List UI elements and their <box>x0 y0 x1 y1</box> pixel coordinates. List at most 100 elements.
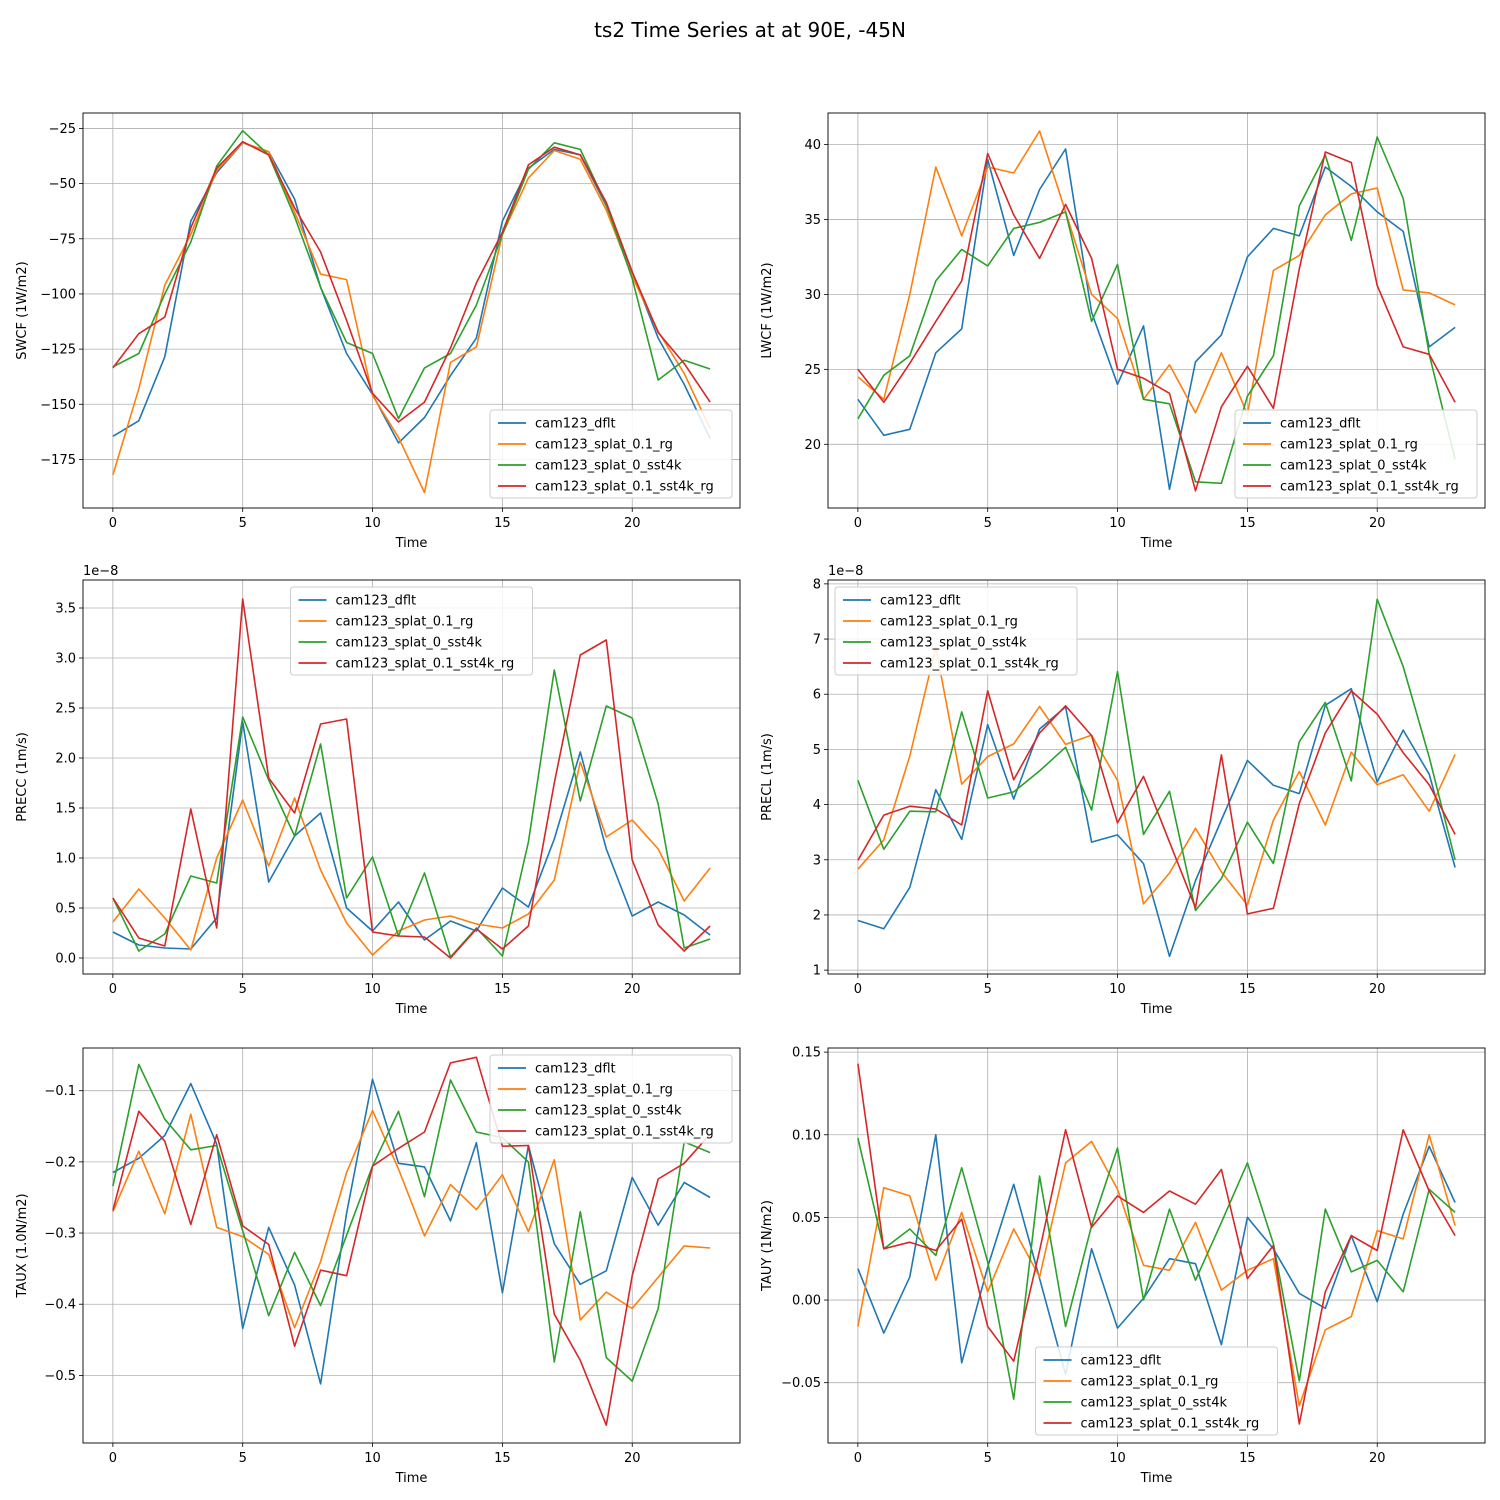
series-line <box>112 140 711 423</box>
x-tick-label: 5 <box>984 982 992 997</box>
y-tick-label: 1 <box>813 964 821 979</box>
x-tick-label: 15 <box>1239 516 1256 531</box>
legend-entry-label: cam123_splat_0_sst4k <box>880 636 1027 651</box>
x-tick-label: 0 <box>854 982 862 997</box>
series-line <box>857 151 1456 492</box>
legend-box <box>489 1054 733 1144</box>
legend-entry-label: cam123_splat_0.1_rg <box>1081 1375 1219 1390</box>
chart-panel: 0 5 10 15 20 −0.5 −0.4 −0.3 −0.2 −0.1 Time TAUX (1.… <box>15 1047 741 1486</box>
axes-frame <box>82 1047 741 1444</box>
series-line <box>857 1134 1456 1376</box>
series-line <box>857 646 1456 906</box>
legend-entry-label: cam123_splat_0.1_sst4k_rg <box>1280 480 1459 495</box>
y-axis-label: PRECC (1m/s) <box>15 732 30 822</box>
y-tick-label: −0.5 <box>44 1369 76 1384</box>
y-tick-label: 3 <box>813 853 821 868</box>
legend-entry-label: cam123_splat_0.1_rg <box>336 615 474 630</box>
legend-entry-label: cam123_dflt <box>535 417 616 432</box>
y-tick-label: 0.0 <box>55 952 76 967</box>
y-tick-label: 0.15 <box>792 1046 821 1061</box>
x-tick-label: 10 <box>364 1451 381 1466</box>
series-line <box>857 148 1456 491</box>
axis-offset-label: 1e−8 <box>83 564 118 579</box>
legend: cam123_dflt cam123_splat_0.1_rg cam123_spl… <box>489 1054 733 1144</box>
series-line <box>112 1056 711 1426</box>
y-axis-label: SWCF (1W/m2) <box>15 261 30 359</box>
legend-entry-label: cam123_dflt <box>1280 417 1361 432</box>
chart-panel: 0 5 10 15 20 0.0 0.5 1.0 1.5 2.0 2.5 3.0 3.5 Time PREC… <box>15 564 741 1017</box>
x-axis-label: Time <box>1140 1471 1173 1486</box>
legend-entry-label: cam123_dflt <box>880 594 961 609</box>
legend-entry-label: cam123_dflt <box>1081 1354 1162 1369</box>
x-tick-label: 0 <box>109 516 117 531</box>
y-tick-label: 2.5 <box>55 702 76 717</box>
y-tick-label: 0.05 <box>792 1211 821 1226</box>
x-axis-label: Time <box>395 536 428 551</box>
legend-entry-label: cam123_splat_0_sst4k <box>535 459 682 474</box>
x-tick-label: 0 <box>109 982 117 997</box>
x-tick-label: 20 <box>624 516 641 531</box>
x-tick-label: 20 <box>1369 1451 1386 1466</box>
y-tick-label: −75 <box>49 232 76 247</box>
axis-offset-label: 1e−8 <box>828 564 863 579</box>
y-tick-label: 2.0 <box>55 752 76 767</box>
x-tick-label: 5 <box>984 1451 992 1466</box>
y-tick-label: 1.5 <box>55 802 76 817</box>
y-tick-label: −25 <box>49 122 76 137</box>
y-tick-label: −0.1 <box>44 1084 76 1099</box>
chart-panel: 0 5 10 15 20 −0.05 0.00 0.05 0.10 0.15 Time TAUY (1… <box>760 1046 1486 1486</box>
x-tick-label: 15 <box>1239 1451 1256 1466</box>
figure-title: ts2 Time Series at at 90E, -45N <box>594 18 906 42</box>
legend-entry-label: cam123_splat_0.1_sst4k_rg <box>336 657 515 672</box>
x-tick-label: 10 <box>364 982 381 997</box>
legend-entry-label: cam123_splat_0.1_rg <box>1280 438 1418 453</box>
x-tick-label: 5 <box>239 982 247 997</box>
legend-entry-label: cam123_splat_0.1_sst4k_rg <box>535 480 714 495</box>
y-tick-label: 0.5 <box>55 902 76 917</box>
y-tick-label: 3.0 <box>55 652 76 667</box>
x-tick-label: 10 <box>1109 1451 1126 1466</box>
legend-box <box>1234 409 1478 499</box>
x-tick-label: 5 <box>239 516 247 531</box>
x-tick-label: 15 <box>494 1451 511 1466</box>
y-tick-label: −175 <box>40 453 76 468</box>
y-tick-label: 2 <box>813 908 821 923</box>
chart-panel: 0 5 10 15 20 1 2 3 4 5 6 7 8 Time PRECL (1m/s) 1e−8 cam1… <box>760 564 1486 1017</box>
series-line <box>112 598 711 959</box>
y-axis-label: LWCF (1W/m2) <box>760 262 775 358</box>
x-tick-label: 0 <box>854 1451 862 1466</box>
axes-frame <box>82 579 741 975</box>
x-tick-label: 20 <box>624 982 641 997</box>
y-tick-label: 0.10 <box>792 1128 821 1143</box>
x-axis-label: Time <box>1140 536 1173 551</box>
legend-entry-label: cam123_splat_0.1_rg <box>880 615 1018 630</box>
legend-entry-label: cam123_splat_0_sst4k <box>535 1104 682 1119</box>
series-line <box>112 1109 711 1329</box>
series-line <box>857 130 1456 416</box>
series-line <box>112 761 711 956</box>
y-tick-label: −0.3 <box>44 1227 76 1242</box>
y-tick-label: 7 <box>813 633 821 648</box>
x-axis-label: Time <box>395 1471 428 1486</box>
y-tick-label: 20 <box>804 438 821 453</box>
y-tick-label: −50 <box>49 177 76 192</box>
legend: cam123_dflt cam123_splat_0.1_rg cam123_spl… <box>290 586 533 676</box>
y-tick-label: −150 <box>40 398 76 413</box>
axes-frame <box>82 112 741 509</box>
legend-entry-label: cam123_dflt <box>336 594 417 609</box>
legend-entry-label: cam123_splat_0_sst4k <box>1081 1396 1228 1411</box>
x-tick-label: 0 <box>109 1451 117 1466</box>
legend: cam123_dflt cam123_splat_0.1_rg cam123_spl… <box>834 586 1078 676</box>
chart-panel: 0 5 10 15 20 −175 −150 −125 −100 −75 −50 −25 Time SWC… <box>15 112 741 551</box>
x-tick-label: 20 <box>624 1451 641 1466</box>
y-tick-label: 8 <box>813 577 821 592</box>
y-tick-label: −0.05 <box>781 1376 821 1391</box>
y-axis-label: PRECL (1m/s) <box>760 733 775 821</box>
y-tick-label: 6 <box>813 688 821 703</box>
series-line <box>857 1063 1456 1425</box>
y-tick-label: 5 <box>813 743 821 758</box>
legend-entry-label: cam123_dflt <box>535 1062 616 1077</box>
x-tick-label: 10 <box>364 516 381 531</box>
y-tick-label: 0.00 <box>792 1294 821 1309</box>
y-tick-label: 1.0 <box>55 852 76 867</box>
